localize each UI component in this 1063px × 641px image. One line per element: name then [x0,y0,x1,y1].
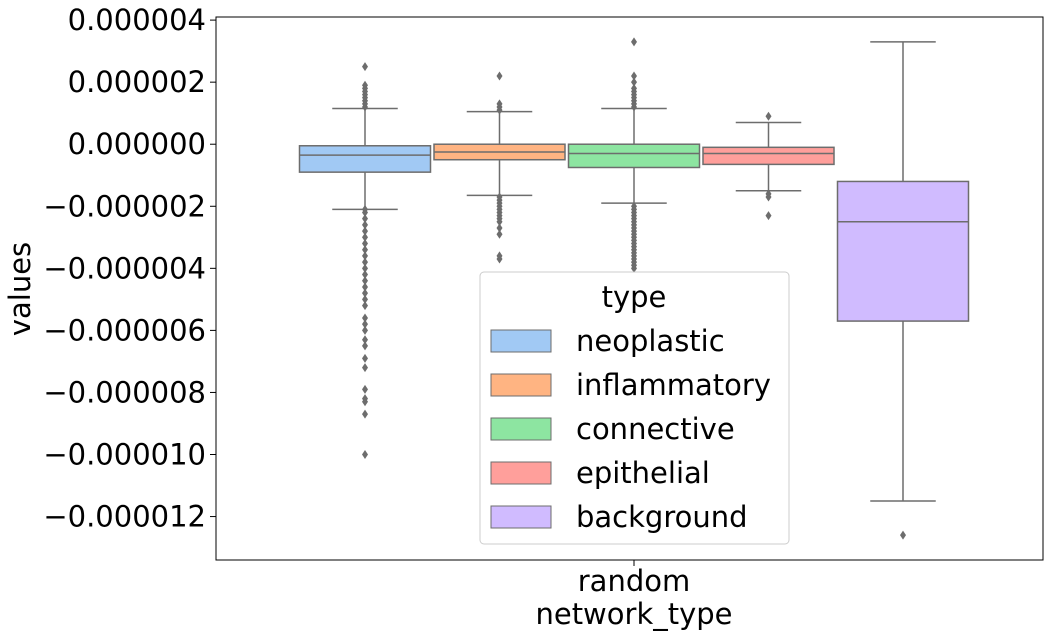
outlier-point [362,207,368,217]
legend-label-neoplastic: neoplastic [576,324,725,358]
box-epithelial [702,111,835,221]
legend-frame [479,271,790,545]
outlier-point [631,263,637,273]
outlier-point [362,341,368,351]
box-inflammatory [433,71,566,264]
outlier-point [362,226,368,236]
y-tick-label: 0.000002 [68,65,206,99]
outlier-point [362,276,368,286]
outlier-point [631,37,637,47]
outlier-point [362,363,368,373]
outlier-point [765,111,772,121]
outlier-point [631,102,637,112]
x-axis: random network_type [535,560,733,631]
outlier-point [765,192,772,202]
x-tick-label: random [578,564,690,598]
outlier-point [362,384,368,394]
outlier-point [496,217,503,227]
iqr-box [702,146,835,166]
outlier-point [362,353,368,363]
box-background [836,41,970,540]
outlier-point [362,102,368,112]
outlier-point [362,319,368,329]
outlier-point [496,254,503,264]
outlier-point [496,223,503,233]
outlier-point [362,257,368,267]
legend-label-background: background [576,500,748,534]
legend-swatch-background [490,505,552,529]
y-axis-label: values [3,242,37,336]
outlier-point [362,232,368,242]
outlier-point [362,294,368,304]
y-tick-label: −0.000006 [43,313,206,347]
outlier-point [362,282,368,292]
outlier-point [362,270,368,280]
outlier-point [362,409,368,419]
box-connective [567,37,701,273]
outlier-point [900,530,906,540]
legend-label-connective: connective [576,412,735,446]
outlier-point [362,239,368,249]
outlier-point [362,62,368,72]
y-tick-label: −0.000012 [43,500,206,534]
legend-items: neoplastic inflammatory connective epitheli… [490,324,771,534]
legend-swatch-epithelial [490,461,552,485]
y-tick-label: −0.000002 [43,189,206,223]
outlier-point [362,251,368,261]
legend-swatch-neoplastic [490,329,552,353]
outlier-point [362,214,368,224]
y-tick-label: −0.000004 [43,251,206,285]
outlier-point [631,77,637,87]
legend-swatch-inflammatory [490,373,552,397]
iqr-box [567,143,701,169]
outlier-point [362,313,368,323]
outlier-point [362,335,368,345]
y-tick-label: 0.000000 [68,127,206,161]
outlier-point [362,301,368,311]
outlier-point [362,263,368,273]
outlier-point [362,325,368,335]
box-neoplastic [298,62,432,460]
outlier-point [496,71,503,81]
legend-label-inflammatory: inflammatory [576,368,771,402]
y-tick-label: −0.000010 [43,438,206,472]
outlier-point [362,450,368,460]
legend-label-epithelial: epithelial [576,456,710,490]
y-tick-label: −0.000008 [43,375,206,409]
iqr-box [298,145,432,173]
legend: type neoplastic inflammatory connective epi… [479,271,790,545]
legend-swatch-connective [490,417,552,441]
outlier-point [362,288,368,298]
plot-frame [215,16,1044,561]
outlier-point [496,105,503,115]
iqr-box [836,180,970,322]
outlier-point [631,71,637,81]
x-axis-label: network_type [535,597,732,631]
legend-title: type [602,280,667,314]
outlier-point [362,397,368,407]
outlier-point [765,211,772,221]
boxes-layer [298,37,970,540]
outlier-point [362,220,368,230]
y-axis: 0.000004 0.000002 0.000000 −0.000002 −0.0000… [43,3,216,534]
y-tick-label: 0.000004 [68,3,206,37]
outlier-point [496,229,503,239]
outlier-point [362,245,368,255]
